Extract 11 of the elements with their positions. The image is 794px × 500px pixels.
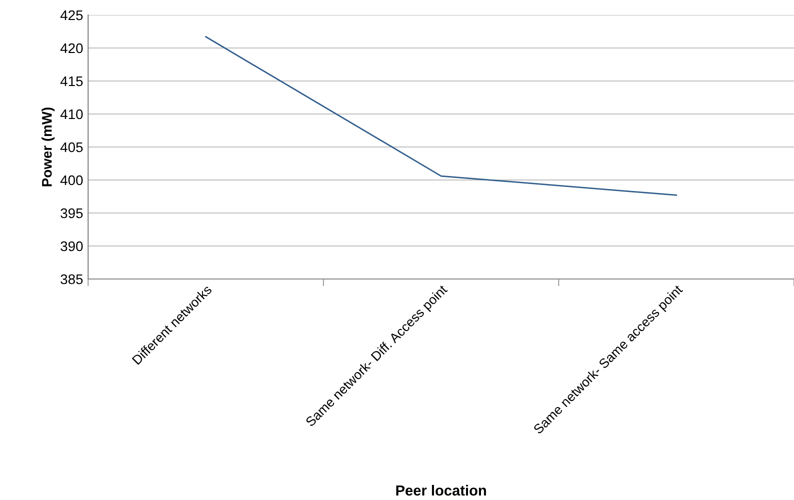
y-tick-label: 395 [60,208,83,218]
y-tick-label: 390 [60,241,83,252]
y-tick-label: 410 [60,109,83,120]
y-tick-label: 405 [60,142,83,152]
y-tick-label: 400 [60,175,83,186]
y-tick-label: 420 [60,43,83,54]
y-tick-label: 415 [60,76,83,86]
y-axis-title: Power (mW) [42,108,55,186]
y-tick-label: 425 [60,10,83,20]
y-tick-label: 385 [60,274,83,284]
x-axis-title: Peer location [396,484,486,496]
